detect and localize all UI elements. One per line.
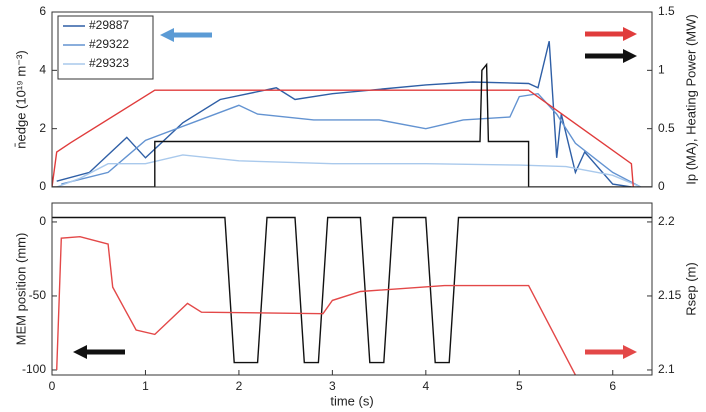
y2-tick-label: 1 [658, 63, 665, 77]
y2-tick-label: 0 [658, 179, 665, 193]
x-tick-label: 2 [236, 379, 243, 393]
y-tick-label: -50 [29, 288, 47, 302]
x-tick-label: 6 [609, 379, 616, 393]
y-tick-label: 0 [39, 179, 46, 193]
y-tick-label: -100 [22, 362, 46, 376]
y-tick-label: 0 [39, 214, 46, 228]
arrow-left-black [73, 345, 125, 359]
plot-frame [51, 202, 653, 376]
x-axis-label: time (s) [330, 393, 373, 408]
x-tick-label: 3 [329, 379, 336, 393]
series-line [52, 89, 634, 187]
plot-frame [51, 11, 653, 188]
y2-tick-label: 2.15 [658, 288, 682, 302]
series-line [56, 41, 632, 187]
arrow-right-red [585, 345, 637, 359]
x-tick-label: 1 [142, 379, 149, 393]
arrow-left-blue [160, 28, 212, 42]
y2-axis-label: Ip (MA), Heating Power (MW) [683, 14, 698, 184]
y-tick-label: 2 [39, 121, 46, 135]
y2-tick-label: 1.5 [658, 4, 675, 18]
series-line [61, 92, 642, 187]
y-axis-label: n̄edge (10¹⁹ m⁻³) [13, 50, 28, 148]
y2-tick-label: 2.2 [658, 214, 675, 228]
x-tick-label: 4 [422, 379, 429, 393]
legend-label: #29323 [89, 56, 129, 70]
y-axis-label: MEM position (mm) [13, 233, 28, 346]
y2-axis-label: Rsep (m) [683, 262, 698, 315]
y-tick-label: 4 [39, 63, 46, 77]
series-line [56, 154, 642, 187]
series-line [56, 235, 577, 375]
x-tick-label: 0 [49, 379, 56, 393]
x-tick-label: 5 [516, 379, 523, 393]
arrow-right-black [585, 49, 637, 63]
arrow-right-red [585, 27, 637, 41]
legend: #29887 #29322 #29323 [57, 15, 154, 80]
series-line [52, 62, 652, 187]
y2-tick-label: 0.5 [658, 121, 675, 135]
y-tick-label: 6 [39, 4, 46, 18]
legend-label: #29322 [89, 37, 129, 51]
series-line [52, 216, 652, 364]
legend-label: #29887 [89, 18, 129, 32]
y2-tick-label: 2.1 [658, 362, 675, 376]
